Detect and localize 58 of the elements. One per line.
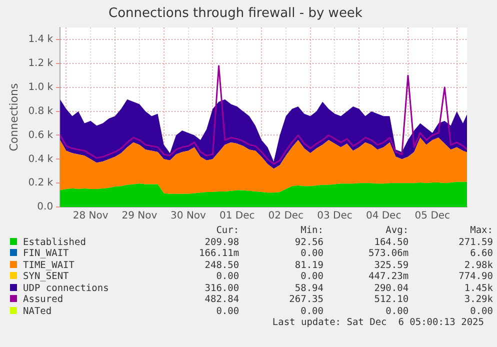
x-tick-label: 01 Dec — [219, 210, 255, 222]
y-tick-label: 1.4 k — [28, 34, 54, 46]
text: 447.23m — [368, 271, 410, 282]
text: Max: — [469, 225, 494, 236]
text: 512.10 — [373, 294, 410, 306]
y-axis-title: Connections — [7, 83, 20, 152]
x-tick-label: 03 Dec — [317, 210, 352, 222]
x-tick-label: 28 Nov — [72, 210, 108, 222]
legend-label: UDP connections — [22, 282, 110, 294]
x-tick-label: 05 Dec — [414, 210, 450, 222]
text: 58.94 — [294, 282, 324, 294]
y-tick-label: 1.2 k — [28, 58, 54, 70]
y-tick-label: 1.0 k — [28, 82, 54, 93]
y-tick-label: 0.6 k — [28, 130, 54, 141]
chart-title: Connections through firewall - by week — [108, 6, 363, 22]
text: 209.98 — [204, 236, 240, 248]
text: 1.45k — [463, 282, 494, 294]
text: 0.00 — [300, 306, 324, 317]
y-tick-label: 0.2 k — [28, 178, 54, 189]
text: 573.06m — [368, 248, 410, 260]
text: 290.04 — [373, 282, 410, 294]
text: 0.00 — [215, 306, 240, 317]
text: Cur: — [215, 225, 240, 236]
text: 92.56 — [294, 236, 324, 248]
legend-label: TIME_WAIT — [22, 260, 76, 271]
text: 248.50 — [204, 260, 240, 271]
text: 267.35 — [288, 294, 324, 306]
text: 0.00 — [300, 271, 324, 282]
text: 2.98k — [463, 260, 494, 271]
y-tick-label: 0.4 k — [28, 154, 54, 165]
text: 3.29k — [463, 294, 494, 306]
text: 81.19 — [294, 260, 324, 271]
text: 325.59 — [373, 260, 410, 271]
x-tick-label: 29 Nov — [122, 210, 158, 222]
legend-label: FIN_WAIT — [22, 248, 70, 260]
text: 0.00 — [384, 306, 410, 317]
y-tick-label: 0.8 k — [28, 106, 54, 117]
x-tick-label: 30 Nov — [170, 210, 206, 222]
x-tick-label: 02 Dec — [268, 210, 304, 222]
legend-label: Established — [22, 236, 87, 248]
legend-label: Assured — [22, 294, 64, 306]
text: Last update: Sat Dec 6 05:00:13 2025 — [271, 317, 484, 329]
text: 271.59 — [458, 236, 494, 248]
text: 166.11m — [198, 248, 240, 260]
text: 482.84 — [204, 294, 240, 306]
legend-label: NATed — [22, 306, 53, 317]
text: Min: — [300, 225, 324, 236]
text: 164.50 — [373, 236, 410, 248]
text: 0.00 — [469, 306, 494, 317]
text: 0.00 — [215, 271, 240, 282]
text: 0.00 — [300, 248, 324, 260]
y-tick-label: 0.0 — [37, 202, 54, 213]
x-tick-label: 04 Dec — [366, 210, 402, 222]
text: 316.00 — [204, 282, 240, 294]
legend-label: SYN_SENT — [22, 271, 70, 282]
text: 6.60 — [469, 248, 494, 260]
text: Avg: — [384, 225, 410, 236]
text: 774.90 — [458, 271, 494, 282]
